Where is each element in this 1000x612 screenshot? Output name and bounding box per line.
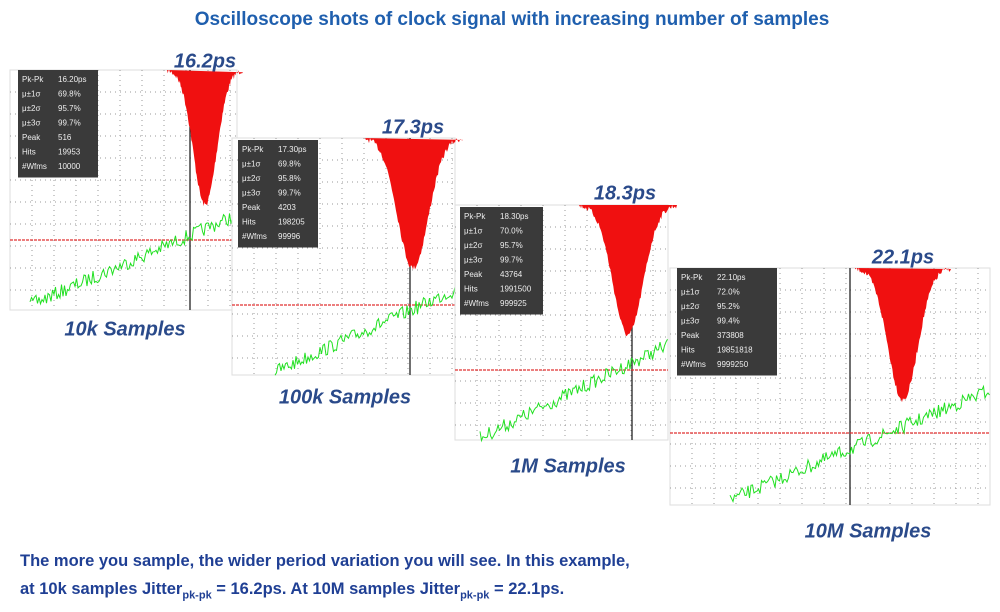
stats-box xyxy=(18,70,98,178)
scope-panel: Pk-Pk 17.30ps μ±1σ 69.8% μ±2σ 95.8% μ±3σ 99.7% P… xyxy=(231,116,463,408)
caption-subscript: pk-pk xyxy=(460,589,490,602)
signal-trace xyxy=(29,210,238,306)
scope-panel: Pk-Pk 16.20ps μ±1σ 69.8% μ±2σ 95.7% μ±3σ 99.7% P… xyxy=(9,50,243,340)
stats-value: 99.7% xyxy=(278,189,301,198)
stats-value: 69.8% xyxy=(58,90,81,99)
title: Oscilloscope shots of clock signal with … xyxy=(195,9,830,30)
stats-value: 516 xyxy=(58,133,72,142)
peak-label: 17.3ps xyxy=(382,116,444,138)
stats-box xyxy=(238,140,318,248)
stats-value: 4203 xyxy=(278,203,296,212)
stats-label: Peak xyxy=(464,270,483,279)
stats-box xyxy=(677,268,777,376)
stats-value: 70.0% xyxy=(500,227,523,236)
stats-value: 99996 xyxy=(278,232,301,241)
stats-label: #Wfms xyxy=(464,299,489,308)
stats-label: Peak xyxy=(242,203,261,212)
stats-value: 69.8% xyxy=(278,160,301,169)
peak-label: 18.3ps xyxy=(594,182,656,204)
jitter-histogram xyxy=(579,205,677,337)
stats-label: μ±3σ xyxy=(242,189,260,198)
stats-label: Hits xyxy=(464,285,478,294)
jitter-histogram xyxy=(363,138,463,270)
stats-label: #Wfms xyxy=(681,360,706,369)
stats-value: 373808 xyxy=(717,331,744,340)
caption-line: The more you sample, the wider period va… xyxy=(20,552,630,570)
stats-value: 95.8% xyxy=(278,174,301,183)
stats-label: Pk-Pk xyxy=(681,273,703,282)
caption-line: at 10k samples Jitterpk-pk = 16.2ps. At … xyxy=(20,580,564,601)
jitter-histogram xyxy=(167,70,243,207)
stats-label: μ±2σ xyxy=(22,104,40,113)
stats-label: μ±1σ xyxy=(242,160,260,169)
jitter-histogram xyxy=(855,268,951,403)
scope-panel: Pk-Pk 18.30ps μ±1σ 70.0% μ±2σ 95.7% μ±3σ 99.7% P… xyxy=(454,182,677,477)
stats-label: μ±1σ xyxy=(464,227,482,236)
stats-value: 43764 xyxy=(500,270,523,279)
stats-label: μ±3σ xyxy=(22,119,40,128)
stats-label: μ±1σ xyxy=(22,90,40,99)
stats-value: 99.7% xyxy=(500,256,523,265)
signal-trace xyxy=(274,286,456,376)
stats-label: Peak xyxy=(681,331,700,340)
stats-value: 19851818 xyxy=(717,346,753,355)
stats-value: 17.30ps xyxy=(278,145,306,154)
stats-value: 95.7% xyxy=(500,241,523,250)
samples-label: 100k Samples xyxy=(279,386,411,408)
stats-label: Pk-Pk xyxy=(242,145,264,154)
stats-label: μ±3σ xyxy=(464,256,482,265)
stats-label: μ±2σ xyxy=(242,174,260,183)
stats-value: 1991500 xyxy=(500,285,532,294)
stats-label: μ±2σ xyxy=(464,241,482,250)
samples-label: 1M Samples xyxy=(510,455,626,477)
stats-value: 198205 xyxy=(278,218,305,227)
caption-subscript: pk-pk xyxy=(182,589,212,602)
signal-trace xyxy=(729,384,990,504)
stats-value: 10000 xyxy=(58,162,81,171)
peak-label: 22.1ps xyxy=(871,246,934,268)
samples-label: 10k Samples xyxy=(64,318,185,340)
samples-label: 10M Samples xyxy=(805,520,932,542)
stats-label: Peak xyxy=(22,133,41,142)
stats-value: 19953 xyxy=(58,148,81,157)
stats-value: 99.7% xyxy=(58,119,81,128)
stats-label: Hits xyxy=(22,148,36,157)
stats-label: μ±2σ xyxy=(681,302,699,311)
stats-value: 72.0% xyxy=(717,288,740,297)
caption-text: = 22.1ps. xyxy=(489,580,565,598)
stats-value: 18.30ps xyxy=(500,212,528,221)
stats-label: #Wfms xyxy=(22,162,47,171)
stats-label: Hits xyxy=(242,218,256,227)
stats-value: 16.20ps xyxy=(58,75,86,84)
caption-text: at 10k samples Jitter xyxy=(20,580,183,598)
caption-text: = 16.2ps. At 10M samples Jitter xyxy=(211,580,461,598)
stats-label: μ±3σ xyxy=(681,317,699,326)
stats-label: #Wfms xyxy=(242,232,267,241)
stats-value: 999925 xyxy=(500,299,527,308)
stats-value: 95.7% xyxy=(58,104,81,113)
stats-value: 22.10ps xyxy=(717,273,745,282)
stats-box xyxy=(460,207,543,315)
stats-label: Pk-Pk xyxy=(464,212,486,221)
stats-label: μ±1σ xyxy=(681,288,699,297)
scope-panel: Pk-Pk 22.10ps μ±1σ 72.0% μ±2σ 95.2% μ±3σ 99.4% P… xyxy=(669,246,991,542)
stats-value: 9999250 xyxy=(717,360,749,369)
peak-label: 16.2ps xyxy=(174,50,236,72)
stats-value: 99.4% xyxy=(717,317,740,326)
signal-trace xyxy=(479,338,668,443)
stats-label: Pk-Pk xyxy=(22,75,44,84)
stats-label: Hits xyxy=(681,346,695,355)
stats-value: 95.2% xyxy=(717,302,740,311)
